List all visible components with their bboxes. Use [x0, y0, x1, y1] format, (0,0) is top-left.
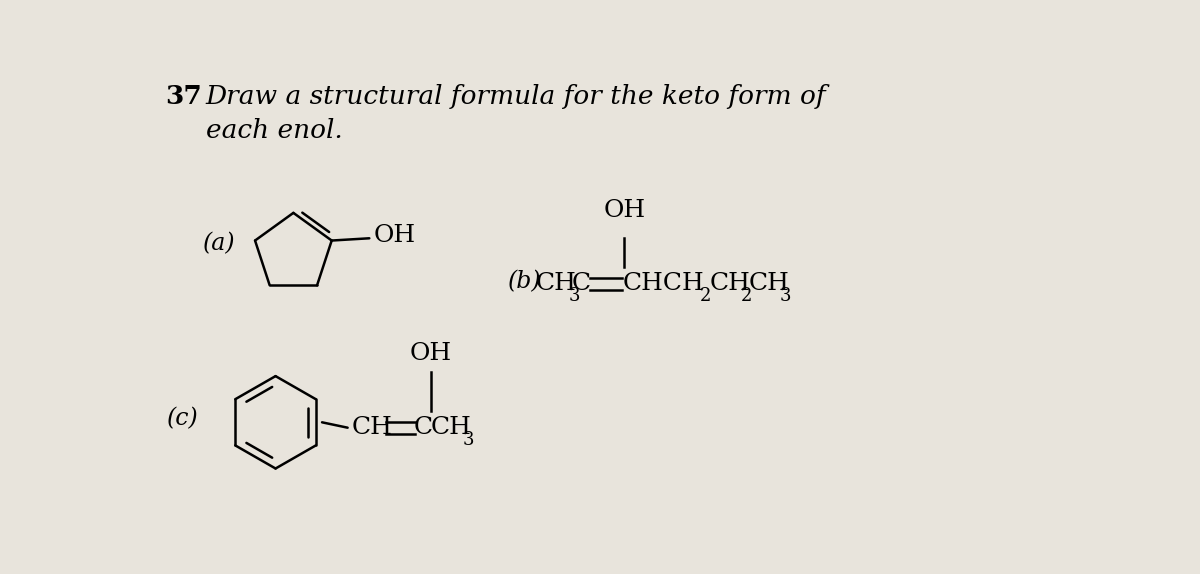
Text: Draw a structural formula for the keto form of: Draw a structural formula for the keto f…	[206, 83, 827, 108]
Text: 2: 2	[740, 287, 752, 305]
Text: (c): (c)	[167, 407, 199, 430]
Text: CH: CH	[431, 416, 472, 439]
Text: 3: 3	[462, 431, 474, 449]
Text: CH: CH	[536, 272, 577, 295]
Text: OH: OH	[373, 224, 415, 247]
Text: 2: 2	[701, 287, 712, 305]
Text: CHCH: CHCH	[623, 272, 704, 295]
Text: 3: 3	[779, 287, 791, 305]
Text: (a): (a)	[203, 232, 235, 255]
Text: 3: 3	[569, 287, 580, 305]
Text: CH: CH	[749, 272, 790, 295]
Text: CH: CH	[352, 416, 392, 439]
Text: C: C	[414, 416, 433, 439]
Text: (b): (b)	[508, 271, 541, 294]
Text: C: C	[571, 272, 590, 295]
Text: OH: OH	[409, 342, 451, 364]
Text: each enol.: each enol.	[206, 118, 342, 143]
Text: CH: CH	[709, 272, 750, 295]
Text: 37: 37	[166, 83, 203, 108]
Text: OH: OH	[604, 199, 646, 222]
